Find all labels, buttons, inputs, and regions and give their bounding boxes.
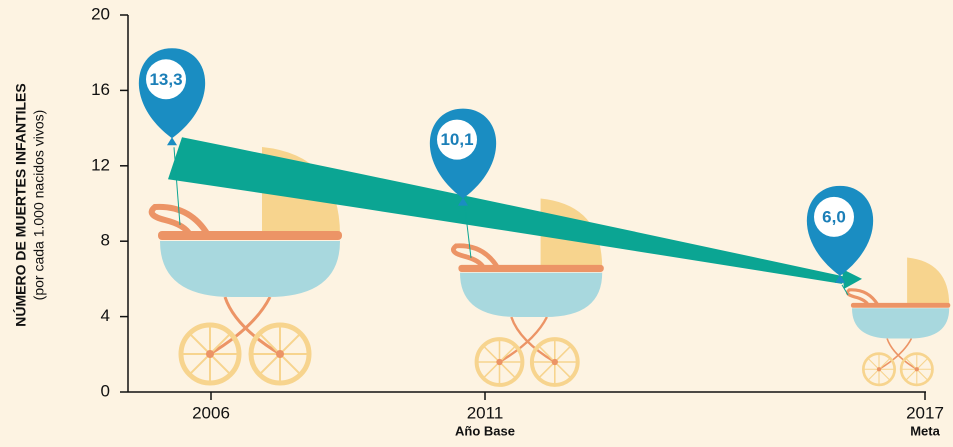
stroller-handle [848, 290, 878, 305]
value-label: 10,1 [440, 130, 473, 149]
chart: NÚMERO DE MUERTES INFANTILES (por cada 1… [0, 0, 953, 447]
x-sublabel: Meta [910, 423, 940, 438]
y-tick-label: 16 [91, 80, 110, 99]
y-axis-label: NÚMERO DE MUERTES INFANTILES [12, 83, 29, 326]
value-label: 13,3 [149, 70, 182, 89]
stroller-basket [460, 273, 602, 317]
stroller-basket [852, 308, 949, 338]
stroller-basket [160, 241, 340, 297]
stroller-handle [453, 246, 498, 268]
stroller [848, 257, 951, 384]
stroller-rim [458, 265, 603, 272]
stroller-rim [851, 303, 950, 308]
y-tick-label: 20 [91, 4, 110, 23]
y-tick-label: 0 [101, 381, 110, 400]
x-tick-label: 2011 [467, 403, 504, 422]
y-tick-label: 12 [91, 155, 110, 174]
stroller-canopy [907, 257, 949, 305]
value-label: 6,0 [822, 207, 846, 226]
stroller-rim [158, 231, 342, 240]
y-tick-label: 4 [101, 306, 110, 325]
wheel-hub [552, 359, 558, 365]
wheel-hub [206, 350, 214, 358]
balloon-knot [167, 137, 177, 145]
x-tick-label: 2017 [906, 403, 944, 422]
y-axis-sublabel: (por cada 1.000 nacidos vivos) [31, 110, 47, 301]
wheel-hub [276, 350, 284, 358]
wheel-hub [496, 359, 502, 365]
y-tick-label: 8 [101, 231, 110, 250]
y-axis-title: NÚMERO DE MUERTES INFANTILES (por cada 1… [12, 83, 47, 326]
wheel-hub [877, 367, 881, 371]
x-sublabel: Año Base [455, 423, 515, 438]
balloon: 10,1 [430, 109, 496, 258]
wheel-hub [915, 367, 919, 371]
x-tick-label: 2006 [192, 403, 230, 422]
balloon: 13,3 [139, 48, 205, 225]
